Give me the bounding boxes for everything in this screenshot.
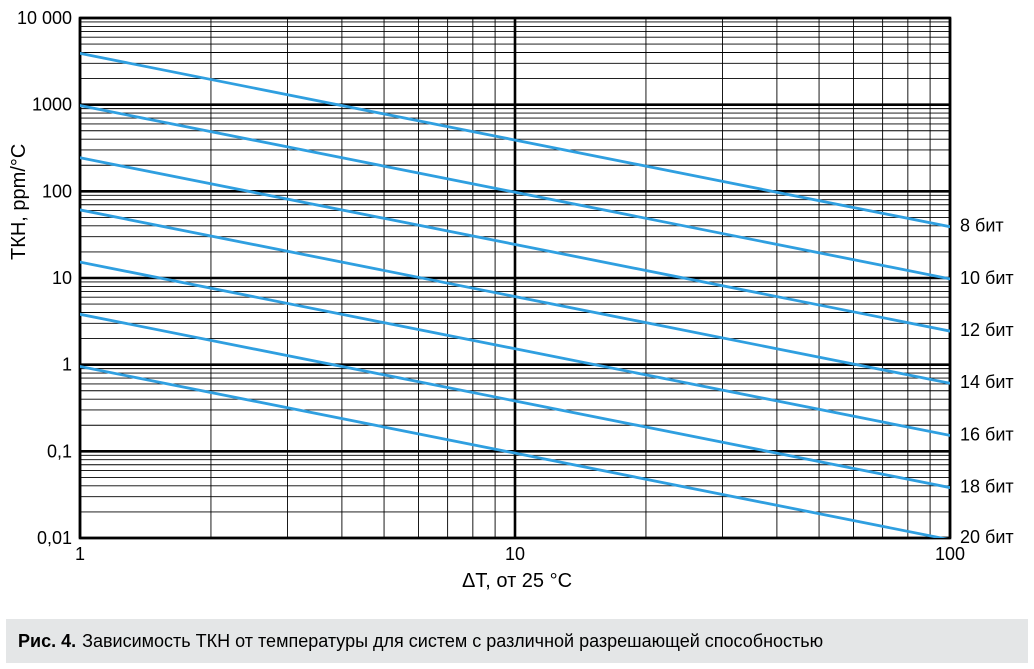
svg-text:100: 100 (42, 181, 72, 201)
svg-text:100: 100 (935, 544, 965, 564)
series-label: 12 бит (960, 320, 1014, 340)
series-label: 18 бит (960, 477, 1014, 497)
svg-text:10: 10 (52, 268, 72, 288)
loglog-chart: 1 10 100 0,01 0,1 1 10 100 1000 10 000 8 бит 10 бит… (0, 0, 1034, 600)
x-axis-label: ΔT, от 25 °C (0, 570, 1034, 593)
svg-text:0,01: 0,01 (37, 528, 72, 548)
series-label: 20 бит (960, 527, 1014, 547)
series-label: 8 бит (960, 216, 1004, 236)
caption-text: Зависимость ТКН от температуры для систе… (82, 631, 823, 652)
figure-caption: Рис. 4. Зависимость ТКН от температуры д… (6, 619, 1028, 663)
series-label: 14 бит (960, 372, 1014, 392)
svg-text:10 000: 10 000 (17, 8, 72, 28)
y-axis-label: ТКН, ppm/°C (8, 144, 31, 260)
series-label: 10 бит (960, 268, 1014, 288)
svg-text:1: 1 (75, 544, 85, 564)
svg-text:10: 10 (505, 544, 525, 564)
svg-text:0,1: 0,1 (47, 441, 72, 461)
figure-container: { "chart": { "type": "line-loglog", "plo… (0, 0, 1034, 669)
series-label: 16 бит (960, 424, 1014, 444)
caption-prefix: Рис. 4. (18, 631, 76, 652)
svg-text:1: 1 (62, 355, 72, 375)
svg-text:1000: 1000 (32, 95, 72, 115)
